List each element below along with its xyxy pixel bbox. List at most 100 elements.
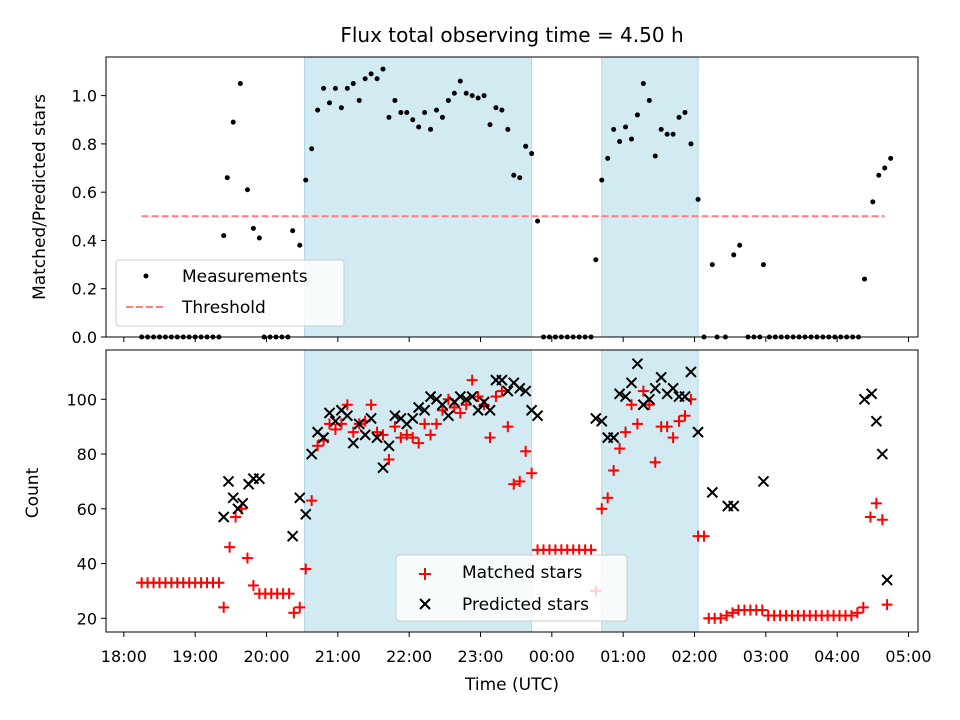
measurement-point	[623, 124, 629, 130]
measurement-point	[670, 131, 676, 137]
matched-star-point	[620, 426, 632, 438]
matched-star-point	[631, 418, 643, 430]
measurement-point	[517, 175, 523, 181]
measurement-point	[535, 218, 541, 224]
bottom-x-tick-label: 04:00	[814, 647, 860, 666]
matched-star-point	[845, 610, 857, 622]
matched-stars-points	[136, 374, 893, 624]
predicted-star-stroke	[311, 426, 324, 438]
chart-title: Flux total observing time = 4.50 h	[340, 23, 683, 47]
predicted-star-point	[237, 497, 249, 510]
matched-star-point	[329, 423, 341, 435]
predicted-star-stroke	[667, 382, 679, 395]
predicted-star-point	[881, 574, 893, 586]
bottom-legend-box	[395, 554, 628, 622]
matched-star-point	[371, 426, 383, 438]
measurement-point	[230, 119, 236, 125]
matched-star-point	[679, 410, 691, 422]
predicted-star-stroke	[217, 511, 230, 523]
matched-star-point	[288, 607, 300, 619]
predicted-star-point	[389, 410, 401, 422]
predicted-star-stroke	[222, 475, 235, 488]
predicted-star-stroke	[365, 412, 377, 425]
measurement-point	[862, 276, 868, 282]
predicted-star-stroke	[442, 410, 455, 422]
bottom-x-tick-label: 22:00	[386, 647, 432, 666]
predicted-star-stroke	[253, 472, 266, 485]
matched-star-point	[851, 607, 863, 619]
predicted-star-stroke	[865, 388, 878, 400]
matched-star-point	[727, 607, 739, 619]
predicted-star-stroke	[371, 431, 383, 444]
predicted-star-stroke	[496, 374, 508, 386]
bottom-x-tick-label: 23:00	[457, 647, 503, 666]
matched-star-point	[870, 497, 882, 509]
bottom-x-ticks: 18:00 19:00 20:00 21:00 22:00 23:00 00:00 01:00…	[101, 632, 932, 666]
predicted-star-stroke	[359, 429, 371, 441]
measurement-point	[356, 97, 362, 103]
predicted-star-point	[484, 404, 496, 416]
measurement-point	[876, 172, 882, 178]
matched-star-point	[614, 443, 626, 455]
matched-star-point	[625, 399, 637, 411]
bottom-x-tick-label: 03:00	[743, 647, 789, 666]
measurement-point	[457, 78, 463, 84]
measurement-point	[511, 172, 517, 178]
top-plot-panel: 0.0 0.2 0.4 0.6 0.8 1.0 Matched/Predicted sta…	[30, 56, 919, 347]
bottom-x-tick-label: 20:00	[243, 647, 289, 666]
predicted-star-stroke	[472, 404, 484, 416]
matched-star-point	[484, 432, 496, 444]
measurement-point	[410, 117, 416, 123]
measurement-point	[499, 107, 505, 113]
predicted-star-stroke	[519, 385, 532, 397]
predicted-star-stroke	[412, 401, 425, 414]
predicted-star-point	[300, 508, 312, 520]
predicted-star-stroke	[631, 357, 644, 370]
matched-star-point	[341, 399, 353, 411]
bottom-x-tick-label: 05:00	[885, 647, 931, 666]
predicted-star-stroke	[706, 486, 719, 499]
predicted-star-point	[728, 500, 740, 512]
predicted-star-point	[514, 382, 526, 395]
predicted-star-point	[412, 401, 425, 414]
matched-star-point	[300, 563, 312, 575]
matched-star-point	[715, 612, 727, 624]
predicted-star-stroke	[643, 393, 656, 405]
measurement-point	[309, 146, 315, 152]
predicted-star-point	[876, 448, 889, 460]
legend-measurements-label: Measurements	[182, 267, 308, 287]
matched-star-point	[306, 495, 318, 507]
measurement-point	[368, 71, 374, 77]
predicted-star-point	[478, 396, 490, 408]
predicted-star-stroke	[685, 366, 697, 378]
bottom-x-tick-label: 19:00	[172, 647, 218, 666]
predicted-star-stroke	[294, 492, 306, 504]
measurement-point	[428, 126, 434, 132]
bottom-y-tick-label: 60	[77, 500, 97, 519]
matched-star-point	[585, 544, 597, 556]
measurement-point	[297, 242, 303, 248]
measurement-point	[658, 126, 664, 132]
measurement-point	[737, 242, 743, 248]
predicted-star-stroke	[692, 426, 704, 438]
matched-star-point	[756, 604, 768, 616]
measurement-point	[244, 187, 250, 193]
measurement-point	[688, 141, 694, 147]
bottom-y-tick-label: 20	[77, 609, 97, 628]
matched-star-point	[649, 456, 661, 468]
predicted-star-stroke	[619, 390, 632, 403]
measurement-point	[380, 66, 386, 72]
measurement-point	[709, 262, 715, 268]
bottom-y-tick-label: 100	[66, 390, 97, 409]
predicted-star-point	[347, 437, 359, 449]
predicted-star-point	[454, 390, 466, 403]
matched-star-point	[490, 391, 502, 403]
matched-star-point	[460, 399, 472, 411]
top-shaded-region-1	[601, 56, 699, 338]
bottom-legend: Matched stars Predicted stars	[395, 554, 628, 622]
measurement-point	[416, 124, 422, 130]
measurement-point	[315, 107, 321, 113]
predicted-star-stroke	[679, 390, 691, 403]
predicted-star-stroke	[395, 412, 407, 425]
measurement-point	[392, 97, 398, 103]
